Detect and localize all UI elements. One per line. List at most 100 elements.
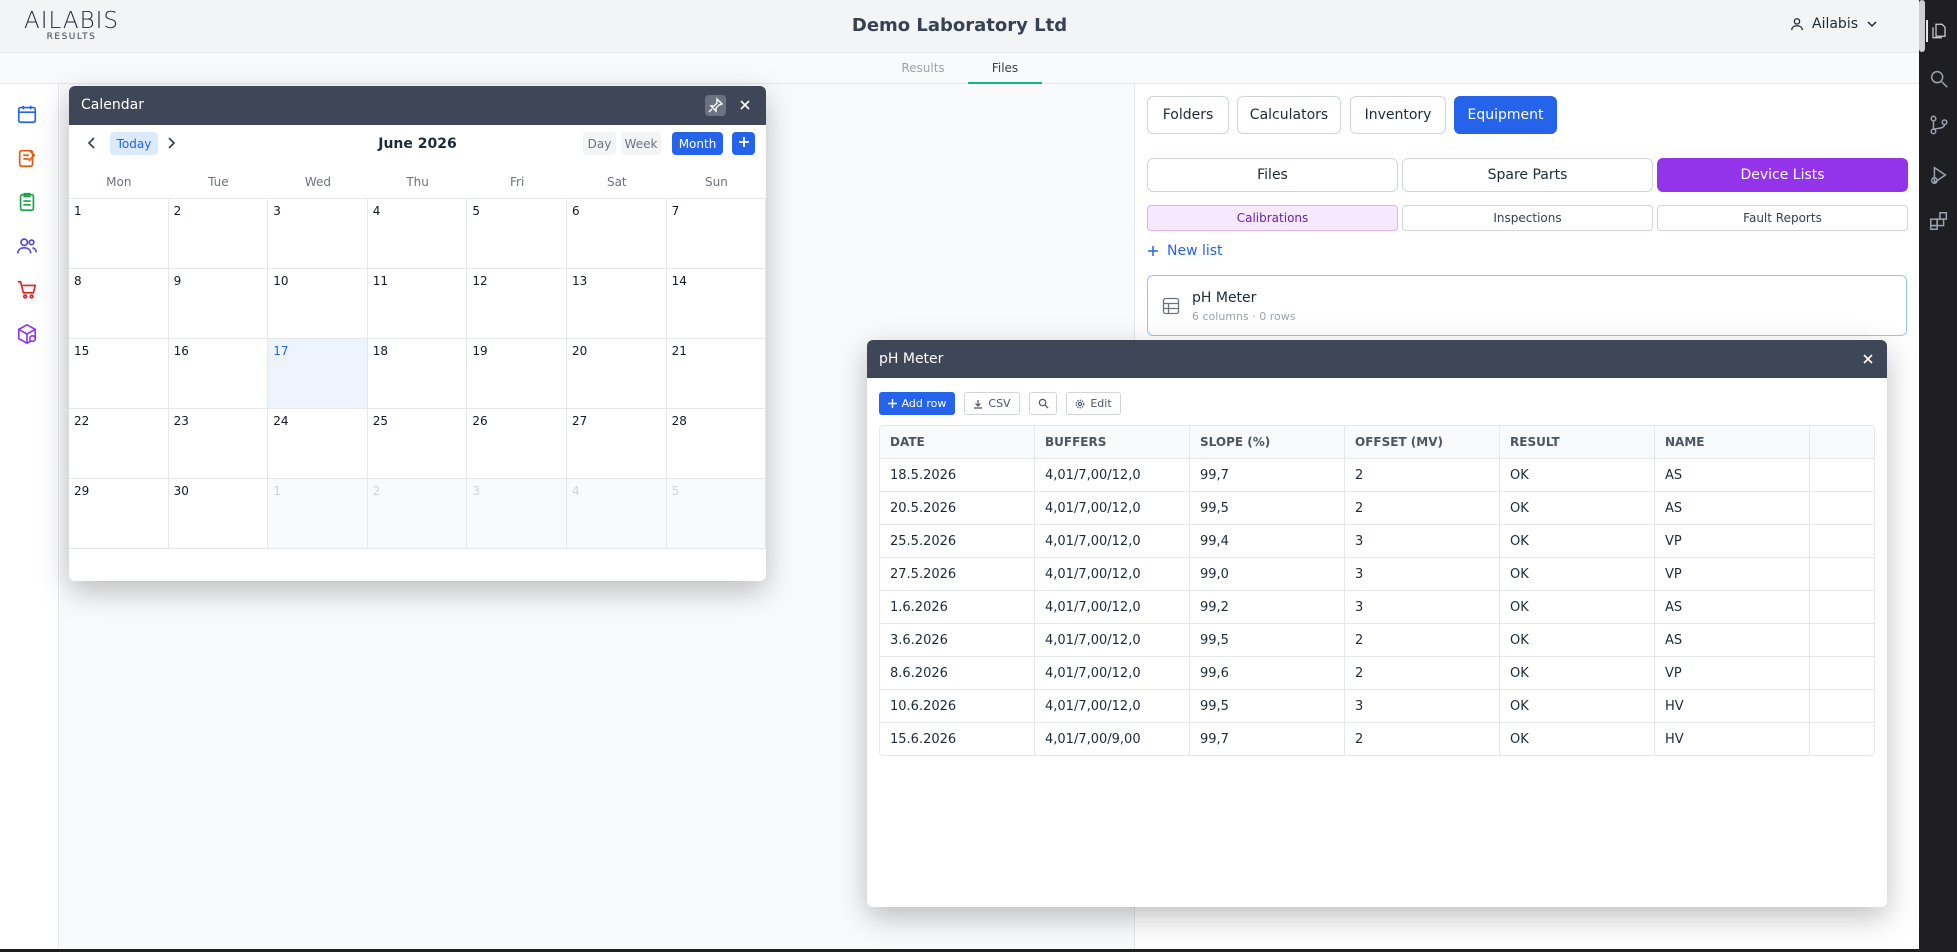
calibrations-tab[interactable]: Calibrations [1147, 205, 1398, 231]
calendar-day-cell[interactable]: 18 [367, 339, 468, 409]
table-cell[interactable]: AS [1655, 459, 1810, 492]
table-cell[interactable]: 3 [1345, 690, 1500, 723]
calendar-day-cell[interactable]: 9 [168, 269, 269, 339]
table-cell[interactable]: 2 [1345, 492, 1500, 525]
table-cell[interactable]: 99,4 [1190, 525, 1345, 558]
table-cell[interactable]: 99,7 [1190, 723, 1345, 755]
table-cell[interactable]: 18.5.2026 [880, 459, 1035, 492]
table-cell[interactable]: AS [1655, 624, 1810, 657]
calendar-day-cell[interactable]: 15 [69, 339, 169, 409]
tab-results[interactable]: Results [901, 61, 945, 75]
files-icon[interactable] [1926, 20, 1948, 42]
calendar-day-cell[interactable]: 22 [69, 409, 169, 479]
table-cell[interactable]: 4,01/7,00/12,0 [1035, 690, 1190, 723]
table-cell[interactable]: 99,2 [1190, 591, 1345, 624]
extensions-icon[interactable] [1928, 210, 1950, 232]
box-icon[interactable] [16, 323, 38, 345]
calendar-day-cell[interactable]: 20 [567, 339, 667, 409]
run-debug-icon[interactable] [1928, 164, 1950, 186]
table-cell[interactable]: 15.6.2026 [880, 723, 1035, 755]
table-cell[interactable] [1810, 591, 1874, 624]
table-cell[interactable]: 2 [1345, 723, 1500, 755]
table-cell[interactable]: AS [1655, 492, 1810, 525]
today-button[interactable]: Today [110, 132, 158, 155]
notebook-icon[interactable] [16, 147, 38, 169]
calendar-day-cell[interactable]: 4 [567, 479, 667, 549]
table-cell[interactable]: 3.6.2026 [880, 624, 1035, 657]
calendar-day-cell[interactable]: 30 [168, 479, 269, 549]
table-cell[interactable] [1810, 657, 1874, 690]
table-cell[interactable]: 2 [1345, 624, 1500, 657]
table-cell[interactable]: OK [1500, 690, 1655, 723]
calendar-day-cell[interactable]: 6 [567, 199, 667, 269]
edit-button[interactable]: Edit [1066, 392, 1121, 415]
table-cell[interactable]: OK [1500, 492, 1655, 525]
table-cell[interactable]: 4,01/7,00/12,0 [1035, 657, 1190, 690]
table-cell[interactable] [1810, 459, 1874, 492]
table-cell[interactable]: 4,01/7,00/12,0 [1035, 459, 1190, 492]
calendar-day-cell[interactable]: 23 [168, 409, 269, 479]
column-header[interactable]: OFFSET (MV) [1345, 426, 1500, 459]
table-cell[interactable]: HV [1655, 690, 1810, 723]
table-cell[interactable]: 4,01/7,00/12,0 [1035, 591, 1190, 624]
table-cell[interactable]: OK [1500, 723, 1655, 755]
table-cell[interactable]: 3 [1345, 525, 1500, 558]
column-header[interactable]: BUFFERS [1035, 426, 1190, 459]
calendar-titlebar[interactable]: Calendar [69, 86, 766, 125]
table-cell[interactable]: 4,01/7,00/12,0 [1035, 492, 1190, 525]
equipment-button[interactable]: Equipment [1454, 96, 1557, 134]
calendar-day-cell[interactable]: 4 [367, 199, 468, 269]
column-header[interactable]: SLOPE (%) [1190, 426, 1345, 459]
table-cell[interactable]: VP [1655, 525, 1810, 558]
column-header[interactable]: NAME [1655, 426, 1810, 459]
ailabis-logo[interactable]: AILABIS RESULTS [24, 8, 119, 42]
ph-meter-titlebar[interactable]: pH Meter [867, 340, 1887, 378]
calendar-day-cell[interactable]: 29 [69, 479, 169, 549]
calendar-day-cell[interactable]: 1 [69, 199, 169, 269]
table-cell[interactable]: 2 [1345, 459, 1500, 492]
table-cell[interactable] [1810, 624, 1874, 657]
calendar-day-cell[interactable]: 27 [567, 409, 667, 479]
table-cell[interactable] [1810, 558, 1874, 591]
table-cell[interactable]: OK [1500, 459, 1655, 492]
close-icon[interactable] [1859, 350, 1877, 368]
table-cell[interactable]: 8.6.2026 [880, 657, 1035, 690]
table-cell[interactable]: 3 [1345, 558, 1500, 591]
calendar-day-cell[interactable]: 12 [467, 269, 567, 339]
calendar-day-cell[interactable]: 8 [69, 269, 169, 339]
inspections-tab[interactable]: Inspections [1402, 205, 1653, 231]
close-icon[interactable] [736, 96, 754, 114]
inventory-button[interactable]: Inventory [1350, 96, 1446, 134]
table-cell[interactable]: AS [1655, 591, 1810, 624]
table-cell[interactable]: 4,01/7,00/12,0 [1035, 558, 1190, 591]
calendar-day-cell[interactable]: 25 [367, 409, 468, 479]
new-list-button[interactable]: New list [1147, 243, 1223, 259]
table-cell[interactable]: 99,5 [1190, 690, 1345, 723]
calendar-day-cell[interactable]: 13 [567, 269, 667, 339]
table-cell[interactable]: 4,01/7,00/9,00 [1035, 723, 1190, 755]
table-cell[interactable] [1810, 525, 1874, 558]
folders-button[interactable]: Folders [1147, 96, 1229, 134]
table-cell[interactable] [1810, 723, 1874, 755]
table-cell[interactable]: 4,01/7,00/12,0 [1035, 624, 1190, 657]
calendar-day-cell[interactable]: 2 [367, 479, 468, 549]
month-view-button[interactable]: Month [672, 132, 723, 155]
calendar-day-cell[interactable]: 21 [666, 339, 766, 409]
table-cell[interactable]: 20.5.2026 [880, 492, 1035, 525]
table-cell[interactable]: 10.6.2026 [880, 690, 1035, 723]
table-cell[interactable] [1810, 492, 1874, 525]
device-lists-tab[interactable]: Device Lists [1657, 158, 1908, 192]
calendar-day-cell[interactable]: 1 [268, 479, 368, 549]
calendar-day-cell[interactable]: 26 [467, 409, 567, 479]
table-cell[interactable]: 1.6.2026 [880, 591, 1035, 624]
day-view-button[interactable]: Day [583, 132, 616, 155]
table-cell[interactable]: 99,6 [1190, 657, 1345, 690]
table-cell[interactable]: 25.5.2026 [880, 525, 1035, 558]
calendar-day-cell[interactable]: 19 [467, 339, 567, 409]
calendar-day-cell[interactable]: 24 [268, 409, 368, 479]
table-cell[interactable]: 27.5.2026 [880, 558, 1035, 591]
table-cell[interactable]: OK [1500, 558, 1655, 591]
table-cell[interactable]: VP [1655, 558, 1810, 591]
table-cell[interactable]: HV [1655, 723, 1810, 755]
table-cell[interactable]: 99,5 [1190, 492, 1345, 525]
